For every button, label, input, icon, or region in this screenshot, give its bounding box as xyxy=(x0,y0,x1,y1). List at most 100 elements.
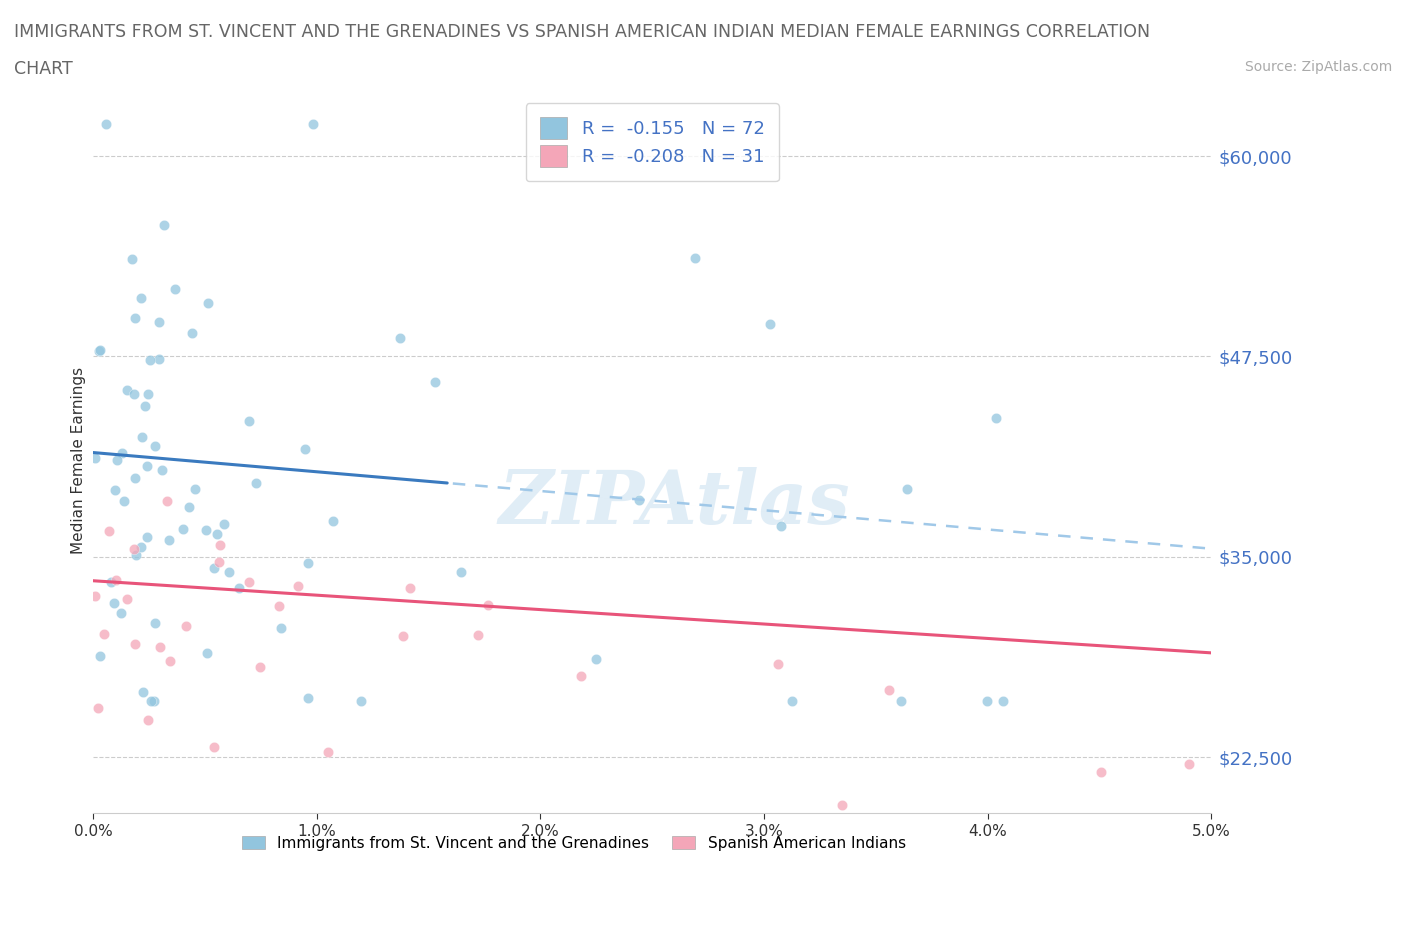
Point xyxy=(132,684,155,699)
Point xyxy=(131,430,153,445)
Point xyxy=(122,387,145,402)
Point xyxy=(976,694,998,709)
Point xyxy=(155,493,177,508)
Point xyxy=(143,616,166,631)
Point xyxy=(136,458,159,473)
Point xyxy=(136,386,159,401)
Point xyxy=(145,438,167,453)
Point xyxy=(350,694,373,709)
Point xyxy=(238,414,260,429)
Point xyxy=(302,116,325,131)
Point xyxy=(249,659,271,674)
Point xyxy=(297,691,319,706)
Point xyxy=(569,669,592,684)
Point xyxy=(124,636,146,651)
Text: ZIPAtlas: ZIPAtlas xyxy=(499,467,851,539)
Point xyxy=(138,352,160,367)
Point xyxy=(297,556,319,571)
Point xyxy=(124,470,146,485)
Point xyxy=(204,740,226,755)
Point xyxy=(207,526,229,541)
Point xyxy=(172,522,194,537)
Point xyxy=(627,492,650,507)
Point xyxy=(97,524,120,538)
Point xyxy=(228,581,250,596)
Point xyxy=(94,116,117,131)
Point xyxy=(477,598,499,613)
Point xyxy=(136,529,159,544)
Point xyxy=(993,694,1015,709)
Point xyxy=(110,605,132,620)
Point xyxy=(115,591,138,606)
Point xyxy=(124,311,146,325)
Point xyxy=(238,574,260,589)
Point xyxy=(177,499,200,514)
Point xyxy=(159,654,181,669)
Point xyxy=(165,282,187,297)
Point xyxy=(208,554,231,569)
Y-axis label: Median Female Earnings: Median Female Earnings xyxy=(72,367,86,554)
Point xyxy=(105,573,128,588)
Point xyxy=(197,295,219,310)
Point xyxy=(148,314,170,329)
Point xyxy=(322,514,344,529)
Point xyxy=(157,533,180,548)
Point xyxy=(115,382,138,397)
Point xyxy=(142,694,165,709)
Point xyxy=(153,218,176,232)
Point xyxy=(150,462,173,477)
Point xyxy=(685,251,707,266)
Point xyxy=(585,652,607,667)
Point xyxy=(780,694,803,709)
Point xyxy=(245,476,267,491)
Point xyxy=(122,541,145,556)
Point xyxy=(195,523,218,538)
Point xyxy=(209,538,232,552)
Point xyxy=(129,290,152,305)
Point xyxy=(202,560,225,575)
Point xyxy=(93,627,115,642)
Point xyxy=(105,453,128,468)
Point xyxy=(89,342,111,357)
Point xyxy=(392,629,415,644)
Point xyxy=(270,620,292,635)
Point xyxy=(125,548,148,563)
Point xyxy=(148,352,170,366)
Point xyxy=(100,575,122,590)
Point xyxy=(84,589,107,604)
Point xyxy=(890,694,912,709)
Point xyxy=(112,494,135,509)
Point xyxy=(129,539,152,554)
Point xyxy=(770,519,793,534)
Point xyxy=(423,374,446,389)
Legend: Immigrants from St. Vincent and the Grenadines, Spanish American Indians: Immigrants from St. Vincent and the Gren… xyxy=(235,828,914,858)
Point xyxy=(134,399,156,414)
Point xyxy=(388,331,411,346)
Point xyxy=(759,317,782,332)
Point xyxy=(181,326,204,340)
Point xyxy=(467,628,489,643)
Point xyxy=(174,618,197,633)
Point xyxy=(86,700,108,715)
Point xyxy=(984,411,1007,426)
Text: CHART: CHART xyxy=(14,60,73,78)
Point xyxy=(294,442,316,457)
Point xyxy=(103,595,125,610)
Point xyxy=(184,481,207,496)
Point xyxy=(141,694,163,709)
Point xyxy=(316,745,339,760)
Point xyxy=(398,580,420,595)
Point xyxy=(149,639,172,654)
Point xyxy=(104,483,127,498)
Point xyxy=(84,451,107,466)
Point xyxy=(287,578,309,593)
Point xyxy=(269,598,291,613)
Point xyxy=(138,712,160,727)
Point xyxy=(1090,764,1112,779)
Point xyxy=(1178,757,1201,772)
Point xyxy=(111,445,134,460)
Point xyxy=(766,657,789,671)
Point xyxy=(896,482,918,497)
Point xyxy=(831,797,853,812)
Point xyxy=(89,343,111,358)
